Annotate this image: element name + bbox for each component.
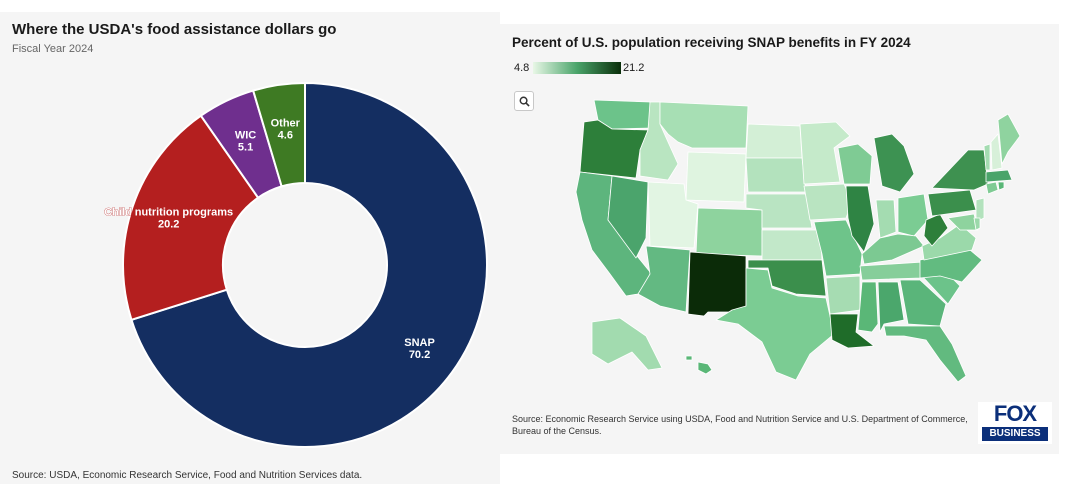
- state-massachusetts[interactable]: [985, 169, 1013, 183]
- state-oklahoma[interactable]: [747, 259, 827, 297]
- state-delaware[interactable]: [973, 217, 981, 231]
- state-iowa[interactable]: [803, 183, 853, 221]
- donut-chart-title: Where the USDA's food assistance dollars…: [12, 21, 337, 38]
- donut-value-wic: 5.1: [238, 142, 253, 154]
- state-kentucky[interactable]: [861, 233, 925, 265]
- state-minnesota[interactable]: [799, 121, 851, 185]
- donut-slice-other[interactable]: [251, 81, 306, 188]
- donut-chart-source: Source: USDA, Economic Research Service,…: [12, 470, 363, 481]
- scale-min-label: 4.8: [514, 62, 530, 74]
- donut-label-other: Other: [271, 117, 301, 129]
- snap-map-panel: Percent of U.S. population receiving SNA…: [500, 24, 1059, 454]
- state-missouri[interactable]: [813, 219, 863, 277]
- state-south-dakota[interactable]: [745, 157, 807, 193]
- state-colorado[interactable]: [695, 207, 763, 257]
- donut-label-wic: WIC: [235, 130, 256, 142]
- map-title: Percent of U.S. population receiving SNA…: [512, 35, 911, 50]
- state-mississippi[interactable]: [857, 281, 879, 333]
- donut-slice-snap[interactable]: [130, 81, 488, 448]
- state-rhode-island[interactable]: [997, 181, 1005, 191]
- state-vermont[interactable]: [983, 143, 991, 171]
- fox-business-logo: FOX BUSINESS: [978, 402, 1052, 444]
- state-alaska[interactable]: [591, 317, 663, 371]
- state-kansas[interactable]: [761, 229, 823, 261]
- state-arizona[interactable]: [637, 245, 691, 313]
- state-alabama[interactable]: [877, 281, 905, 333]
- state-new-mexico[interactable]: [687, 251, 747, 317]
- state-washington[interactable]: [593, 99, 654, 130]
- state-maryland[interactable]: [947, 213, 979, 231]
- state-indiana[interactable]: [875, 199, 897, 239]
- logo-business-text: BUSINESS: [982, 427, 1048, 441]
- state-virginia[interactable]: [921, 223, 977, 261]
- state-nevada[interactable]: [607, 175, 649, 259]
- state-hawaii-small[interactable]: [685, 355, 693, 361]
- state-arkansas[interactable]: [825, 275, 861, 315]
- donut-value-snap: 70.2: [409, 349, 430, 361]
- state-texas[interactable]: [715, 267, 835, 381]
- color-scale-bar: [533, 62, 621, 74]
- state-wyoming[interactable]: [685, 151, 747, 203]
- state-michigan[interactable]: [873, 133, 915, 193]
- us-choropleth-map: [575, 99, 1021, 383]
- state-pennsylvania[interactable]: [927, 189, 977, 217]
- state-connecticut[interactable]: [985, 181, 999, 195]
- donut-label-snap: SNAP: [404, 337, 435, 349]
- search-icon: [519, 96, 530, 107]
- logo-fox-text: FOX: [993, 401, 1037, 426]
- state-maine[interactable]: [997, 113, 1021, 165]
- state-montana[interactable]: [659, 101, 749, 149]
- state-louisiana[interactable]: [829, 313, 875, 349]
- state-wisconsin[interactable]: [837, 143, 873, 185]
- state-georgia[interactable]: [899, 279, 947, 327]
- state-ohio[interactable]: [897, 193, 929, 237]
- state-new-hampshire[interactable]: [990, 133, 1003, 171]
- donut-value-child-nutrition: 20.2: [158, 219, 179, 231]
- donut-chart-panel: Where the USDA's food assistance dollars…: [0, 12, 500, 484]
- state-new-york[interactable]: [931, 149, 989, 191]
- state-new-jersey[interactable]: [975, 197, 985, 223]
- donut-slice-child-nutrition[interactable]: [122, 114, 260, 322]
- donut-value-other: 4.6: [278, 129, 293, 141]
- map-source: Source: Economic Research Service using …: [512, 414, 968, 437]
- state-hawaii[interactable]: [697, 361, 713, 375]
- scale-max-label: 21.2: [623, 62, 645, 74]
- map-search-button[interactable]: [514, 91, 534, 111]
- donut-chart-subtitle: Fiscal Year 2024: [12, 43, 94, 55]
- state-north-dakota[interactable]: [745, 123, 803, 159]
- donut-label-child-nutrition: Child nutrition programs: [104, 207, 233, 219]
- state-florida[interactable]: [883, 325, 967, 383]
